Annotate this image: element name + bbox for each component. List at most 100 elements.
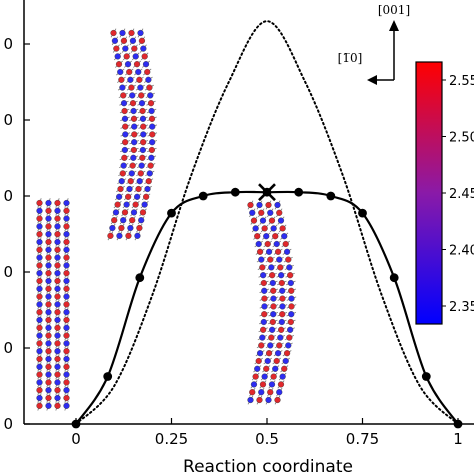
atom (109, 224, 116, 232)
atom (256, 396, 263, 404)
atom (121, 107, 128, 115)
annotations (258, 183, 276, 202)
atom (63, 238, 70, 246)
atom (137, 84, 144, 91)
atom (63, 207, 70, 214)
saddle-structure-inset (247, 200, 297, 405)
atom (285, 256, 292, 263)
atom (136, 76, 143, 83)
atom (260, 318, 267, 326)
atom (255, 240, 262, 248)
atom (45, 223, 52, 230)
atom (269, 279, 276, 287)
atom (130, 107, 137, 115)
atom (45, 340, 52, 347)
atom (54, 215, 61, 222)
atom (116, 232, 123, 239)
saddle-point-x-marker (258, 183, 276, 202)
data-point (135, 273, 145, 283)
atom (129, 217, 136, 224)
atom (63, 371, 70, 378)
atom (261, 303, 268, 310)
atom (63, 332, 70, 339)
atom (140, 45, 147, 52)
atom (132, 201, 139, 208)
atom (36, 355, 43, 363)
colorbar-tick-label: 2.55 (449, 74, 474, 89)
atom (121, 154, 128, 161)
atom (138, 100, 146, 107)
atom (111, 37, 119, 44)
atom (265, 248, 273, 255)
atom (36, 293, 43, 300)
atom (115, 61, 123, 68)
atom (36, 215, 43, 222)
atom (272, 365, 279, 372)
atom (131, 45, 138, 52)
colorbar-tick-label: 2.45 (449, 187, 474, 202)
atom (265, 350, 273, 357)
data-point (230, 187, 240, 197)
atom (279, 373, 286, 380)
atom (54, 355, 61, 363)
atom (149, 123, 156, 130)
atom (141, 201, 148, 208)
atom (45, 293, 52, 300)
atom (63, 199, 70, 207)
y-tick-label: 0 (3, 339, 13, 357)
atom (63, 293, 70, 300)
atom (287, 326, 294, 333)
atom (45, 215, 52, 222)
atom (118, 178, 125, 185)
atom (249, 389, 256, 396)
atom (54, 371, 61, 378)
atom (277, 217, 285, 224)
atom (148, 115, 156, 122)
atom (126, 185, 133, 193)
atom (145, 76, 152, 83)
atom (135, 185, 142, 193)
atom (54, 394, 61, 402)
atom (274, 201, 281, 209)
atom (36, 238, 43, 246)
atom (54, 340, 61, 347)
atom (138, 92, 145, 99)
atom (149, 131, 156, 138)
atom (278, 272, 285, 279)
atom (259, 264, 266, 271)
atom (45, 246, 52, 253)
atom (141, 53, 148, 60)
atom (54, 387, 61, 394)
atom (130, 146, 137, 154)
atom (54, 293, 61, 300)
atom (143, 193, 150, 200)
atom (63, 254, 70, 261)
atom (45, 387, 52, 394)
atom (250, 381, 258, 388)
atom (129, 37, 137, 44)
atom (36, 348, 43, 355)
atom (63, 246, 70, 253)
atom (270, 373, 277, 380)
atom (278, 279, 285, 287)
x-tick-label: 0.75 (346, 430, 379, 448)
series-line-dotted (75, 20, 459, 425)
atom (36, 207, 43, 214)
atom (54, 207, 61, 214)
atom (267, 209, 274, 216)
atom (118, 224, 125, 232)
atom (36, 324, 43, 331)
initial-structure-inset (36, 198, 70, 411)
atom (45, 371, 52, 378)
atom (256, 201, 263, 209)
atom (63, 285, 70, 292)
atom (149, 139, 156, 146)
atom (272, 233, 279, 240)
atom (63, 387, 70, 394)
atom (128, 84, 135, 91)
atom (258, 209, 265, 216)
atom (54, 223, 61, 230)
atom (278, 318, 285, 326)
atom (127, 178, 134, 185)
y-tick-label: 0 (3, 187, 13, 205)
